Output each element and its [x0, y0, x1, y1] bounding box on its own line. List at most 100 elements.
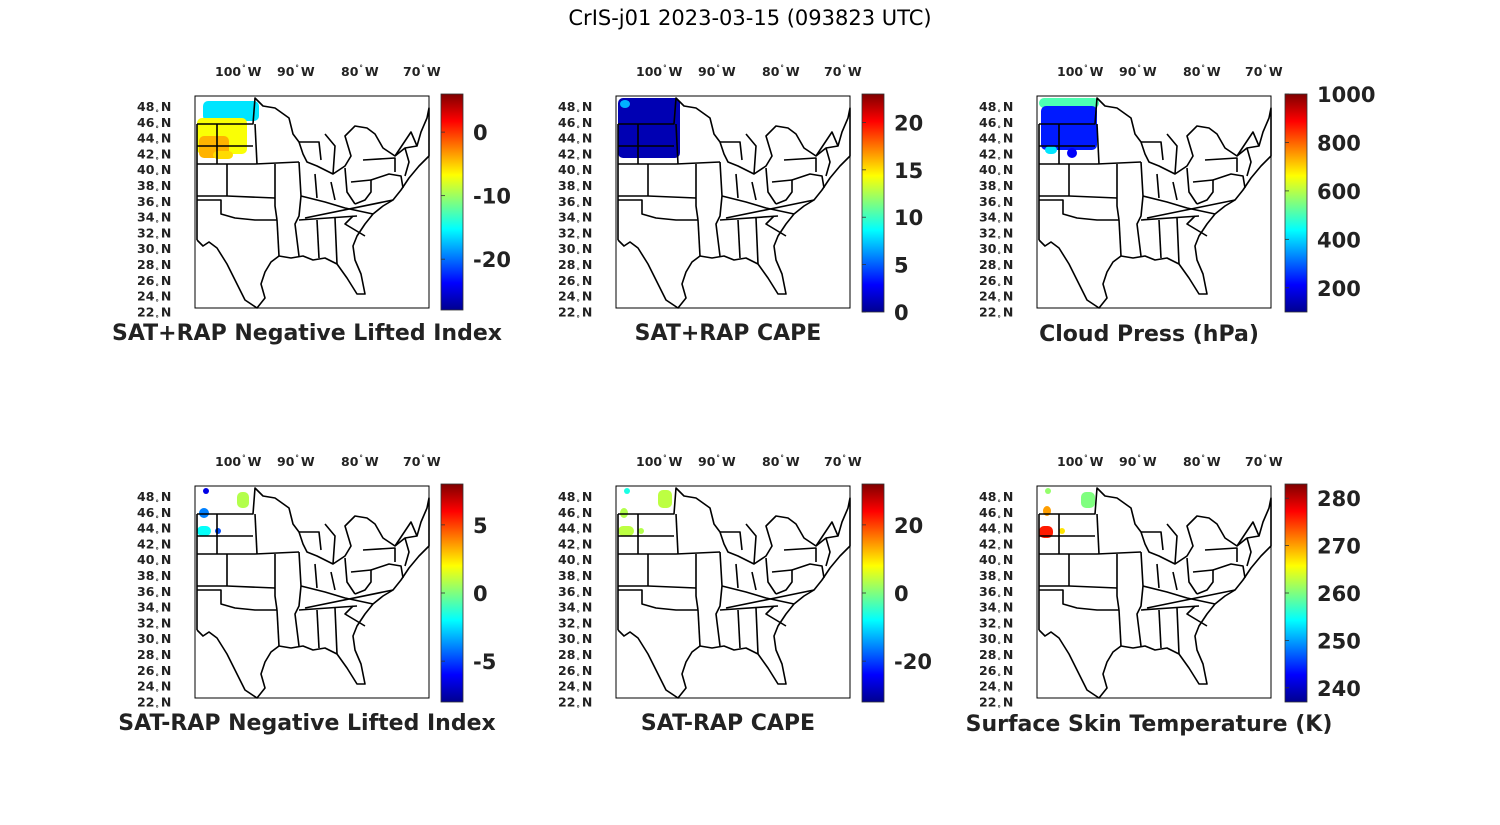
latitude-tick-label: 28° N [137, 647, 171, 665]
map-frame [615, 485, 851, 699]
latitude-tick-label: 48° N [137, 99, 171, 117]
longitude-tick-label: 90° W [1119, 454, 1157, 469]
map-frame [615, 95, 851, 309]
latitude-tick-label: 28° N [558, 257, 592, 275]
data-swath [1039, 488, 1095, 538]
panel-title: SAT+RAP CAPE [635, 321, 822, 346]
colorbar-tick-label: 5 [894, 254, 909, 278]
latitude-tick-label: 42° N [979, 536, 1013, 554]
colorbar-tick-label: -10 [473, 185, 511, 209]
data-swath [197, 488, 249, 536]
latitude-tick-label: 38° N [137, 568, 171, 586]
latitude-tick-label: 30° N [137, 241, 171, 259]
longitude-tick-label: 80° W [341, 64, 379, 79]
latitude-tick-label: 40° N [558, 162, 592, 180]
latitude-tick-label: 38° N [979, 178, 1013, 196]
us-map [1038, 487, 1272, 699]
latitude-tick-label: 32° N [137, 615, 171, 633]
panel-title: Cloud Press (hPa) [1039, 322, 1259, 347]
data-point [237, 492, 249, 508]
latitude-tick-label: 44° N [137, 131, 171, 149]
colorbar-tick-label: 250 [1317, 629, 1361, 653]
latitude-tick-label: 32° N [558, 615, 592, 633]
latitude-tick-label: 26° N [979, 663, 1013, 681]
data-point [203, 101, 259, 121]
latitude-tick-label: 32° N [137, 225, 171, 243]
latitude-tick-label: 40° N [979, 162, 1013, 180]
longitude-tick-label: 70° W [403, 454, 441, 469]
data-point [1059, 528, 1065, 534]
latitude-tick-label: 24° N [558, 679, 592, 697]
latitude-tick-label: 26° N [979, 273, 1013, 291]
latitude-tick-label: 24° N [558, 289, 592, 307]
latitude-tick-label: 24° N [137, 289, 171, 307]
latitude-tick-label: 36° N [137, 194, 171, 212]
us-map [617, 487, 851, 699]
longitude-tick-label: 70° W [824, 454, 862, 469]
latitude-tick-label: 24° N [137, 679, 171, 697]
latitude-tick-label: 22° N [979, 304, 1013, 322]
map-frame [1036, 95, 1272, 309]
data-point [638, 528, 644, 534]
longitude-tick-label: 80° W [762, 454, 800, 469]
colorbar-tick-label: 20 [894, 514, 923, 538]
latitude-tick-label: 38° N [137, 178, 171, 196]
latitude-tick-label: 34° N [558, 600, 592, 618]
colorbar-tick-label: 270 [1317, 535, 1361, 559]
longitude-tick-label: 100° W [215, 454, 262, 469]
latitude-tick-label: 46° N [137, 115, 171, 133]
longitude-tick-label: 90° W [698, 64, 736, 79]
colorbar-tick-label: 0 [473, 582, 488, 606]
longitude-tick-label: 100° W [636, 454, 683, 469]
colorbar-tick-label: 200 [1317, 277, 1361, 301]
longitude-tick-label: 70° W [1245, 454, 1283, 469]
latitude-tick-label: 34° N [558, 210, 592, 228]
longitude-tick-label: 100° W [636, 64, 683, 79]
latitude-tick-label: 32° N [979, 225, 1013, 243]
data-point [618, 526, 634, 536]
longitude-tick-label: 100° W [1057, 64, 1104, 79]
colorbar-tick-label: -20 [894, 650, 932, 674]
data-point [624, 488, 630, 494]
colorbar-tick-label: 0 [894, 582, 909, 606]
longitude-tick-label: 70° W [824, 64, 862, 79]
latitude-tick-label: 36° N [137, 584, 171, 602]
data-point [199, 508, 209, 518]
colorbar [440, 93, 464, 311]
latitude-tick-label: 38° N [979, 568, 1013, 586]
latitude-tick-label: 36° N [979, 584, 1013, 602]
colorbar-tick-label: 0 [473, 121, 488, 145]
data-swath [618, 98, 680, 158]
data-point [1067, 148, 1077, 158]
longitude-tick-label: 80° W [341, 454, 379, 469]
colorbar-tick-label: 20 [894, 111, 923, 135]
colorbar-tick-label: 280 [1317, 487, 1361, 511]
latitude-tick-label: 28° N [137, 257, 171, 275]
longitude-tick-label: 100° W [215, 64, 262, 79]
data-point [618, 98, 680, 158]
longitude-tick-label: 80° W [1183, 64, 1221, 79]
latitude-tick-label: 22° N [137, 304, 171, 322]
colorbar-tick-label: 0 [894, 301, 909, 325]
map-panel: 100° W 90° W 80° W 70° W 48° N46° N44° N42° N40° N38°… [966, 454, 1361, 737]
latitude-tick-label: 24° N [979, 679, 1013, 697]
map-panel: 100° W 90° W 80° W 70° W 48° N46° N44° N42° N40° N38°… [112, 64, 511, 346]
map-panel: 100° W 90° W 80° W 70° W 48° N46° N44° N42° N40° N38°… [118, 454, 496, 736]
latitude-tick-label: 32° N [558, 225, 592, 243]
data-point [1045, 488, 1051, 494]
map-panel: 100° W 90° W 80° W 70° W 48° N46° N44° N42° N40° N38°… [979, 64, 1375, 347]
latitude-tick-label: 48° N [558, 99, 592, 117]
latitude-tick-label: 42° N [137, 536, 171, 554]
latitude-tick-label: 36° N [558, 584, 592, 602]
colorbar-tick-label: 5 [473, 514, 488, 538]
longitude-tick-label: 90° W [698, 454, 736, 469]
map-frame [194, 485, 430, 699]
latitude-tick-label: 28° N [979, 257, 1013, 275]
data-point [620, 508, 628, 518]
latitude-tick-label: 34° N [979, 210, 1013, 228]
latitude-tick-label: 38° N [558, 568, 592, 586]
latitude-tick-label: 22° N [558, 694, 592, 712]
latitude-tick-label: 48° N [979, 99, 1013, 117]
latitude-tick-label: 30° N [979, 241, 1013, 259]
